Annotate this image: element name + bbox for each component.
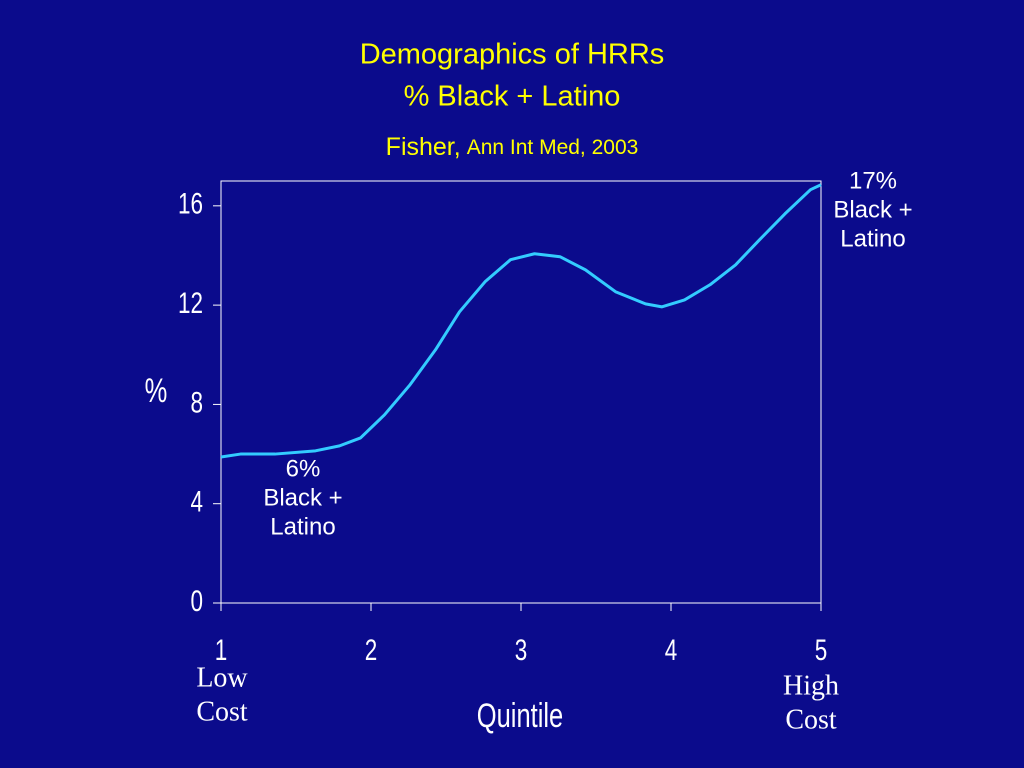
y-tick-label: 12 <box>178 286 203 320</box>
y-tick-label: 0 <box>190 584 203 618</box>
annotation: Black + <box>263 484 342 511</box>
x-tick-label: 3 <box>515 633 528 667</box>
annotation: 17% <box>849 167 897 194</box>
chart-title: % Black + Latino <box>404 81 621 113</box>
x-end-label: High <box>783 670 839 701</box>
subtitle-source: Ann Int Med, 2003 <box>467 136 639 159</box>
annotation: 6% <box>286 455 321 482</box>
y-tick-label: 4 <box>190 484 203 518</box>
y-tick-label: 16 <box>178 187 203 221</box>
x-tick-label: 2 <box>365 633 378 667</box>
annotation: Black + <box>833 196 912 223</box>
x-end-label: Cost <box>785 704 837 735</box>
x-end-label: Low <box>196 662 248 693</box>
subtitle-author: Fisher, <box>386 133 461 161</box>
x-tick-label: 5 <box>815 633 828 667</box>
x-end-label: Cost <box>196 696 248 727</box>
data-line <box>220 183 822 459</box>
y-axis-label: % <box>145 373 168 410</box>
chart-title: Demographics of HRRs <box>360 39 665 71</box>
chart-subtitle: Fisher, Ann Int Med, 2003 <box>386 133 639 161</box>
y-tick-label: 8 <box>190 385 203 419</box>
x-tick-label: 1 <box>215 633 228 667</box>
x-axis-label: Quintile <box>477 698 563 735</box>
annotation: Latino <box>840 225 905 252</box>
x-tick-label: 4 <box>665 633 678 667</box>
annotation: Latino <box>270 513 335 540</box>
